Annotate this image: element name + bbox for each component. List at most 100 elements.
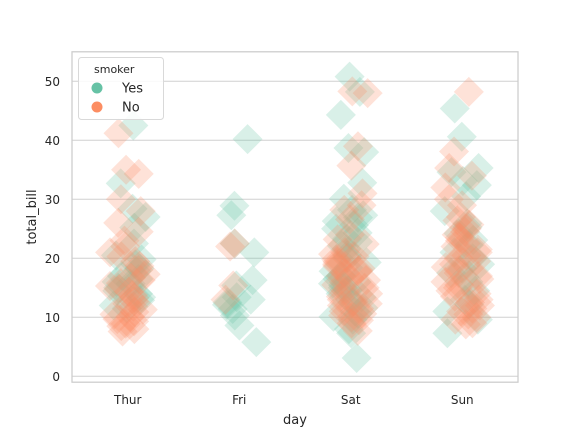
y-tick-label: 30 bbox=[45, 193, 60, 207]
point-no bbox=[349, 272, 380, 303]
point-yes bbox=[318, 256, 349, 287]
point-no bbox=[342, 315, 373, 346]
point-yes bbox=[118, 228, 149, 259]
point-yes bbox=[336, 318, 367, 349]
point-yes bbox=[219, 190, 250, 221]
point-no bbox=[109, 225, 140, 256]
point-yes bbox=[106, 261, 137, 291]
point-no bbox=[352, 78, 383, 109]
point-yes bbox=[333, 314, 364, 345]
point-no bbox=[110, 231, 141, 262]
point-no bbox=[444, 225, 475, 256]
point-no bbox=[462, 234, 493, 265]
point-yes bbox=[216, 200, 247, 231]
point-yes bbox=[452, 208, 483, 239]
point-yes bbox=[348, 292, 379, 323]
point-yes bbox=[341, 343, 372, 374]
point-yes bbox=[318, 301, 349, 332]
point-no bbox=[353, 278, 384, 309]
point-no bbox=[440, 231, 471, 262]
point-no bbox=[349, 229, 380, 260]
legend-marker-no bbox=[91, 101, 103, 113]
point-no bbox=[443, 243, 474, 274]
point-yes bbox=[337, 287, 368, 318]
point-no bbox=[456, 160, 487, 191]
point-no bbox=[464, 263, 495, 294]
point-yes bbox=[447, 166, 478, 197]
point-no bbox=[322, 249, 353, 280]
point-no bbox=[351, 265, 382, 296]
point-no bbox=[103, 207, 134, 238]
point-yes bbox=[325, 278, 356, 309]
point-yes bbox=[346, 282, 377, 313]
point-yes bbox=[224, 310, 255, 341]
point-no bbox=[210, 284, 241, 315]
point-no bbox=[450, 309, 481, 340]
point-no bbox=[119, 314, 150, 345]
x-tick-label: Thur bbox=[113, 393, 142, 407]
point-yes bbox=[325, 99, 356, 130]
point-yes bbox=[327, 272, 358, 303]
point-yes bbox=[123, 263, 154, 294]
point-yes bbox=[432, 296, 463, 327]
point-no bbox=[94, 271, 125, 302]
point-no bbox=[444, 222, 475, 253]
point-no bbox=[106, 241, 137, 272]
point-no bbox=[453, 76, 484, 107]
point-no bbox=[347, 178, 378, 209]
point-yes bbox=[333, 252, 364, 283]
point-yes bbox=[212, 287, 243, 318]
point-yes bbox=[219, 228, 250, 259]
point-no bbox=[450, 228, 481, 259]
point-yes bbox=[331, 233, 362, 264]
x-tick-labels: Thur Fri Sat Sun bbox=[113, 393, 474, 407]
point-no bbox=[464, 290, 495, 321]
point-yes bbox=[123, 278, 154, 309]
point-yes bbox=[221, 282, 252, 313]
point-yes bbox=[333, 132, 364, 163]
point-no bbox=[113, 276, 144, 307]
y-tick-label: 10 bbox=[45, 311, 60, 325]
point-no bbox=[347, 298, 378, 329]
point-no bbox=[125, 196, 156, 227]
point-yes bbox=[211, 289, 242, 320]
point-no bbox=[439, 281, 470, 312]
point-no bbox=[438, 249, 469, 280]
point-yes bbox=[126, 244, 157, 275]
point-yes bbox=[335, 284, 366, 315]
point-no bbox=[352, 288, 383, 319]
point-no bbox=[454, 209, 485, 240]
point-yes bbox=[349, 137, 380, 168]
plot-frame bbox=[71, 51, 519, 383]
point-yes bbox=[328, 270, 359, 301]
point-no bbox=[336, 308, 367, 339]
point-no bbox=[321, 269, 352, 300]
point-no bbox=[334, 263, 365, 294]
point-no bbox=[105, 268, 136, 299]
point-no bbox=[339, 241, 370, 272]
point-no bbox=[461, 246, 492, 277]
legend-marker-yes bbox=[91, 82, 103, 94]
point-no bbox=[124, 250, 155, 281]
point-no bbox=[329, 267, 360, 298]
point-no bbox=[326, 284, 357, 315]
point-no bbox=[433, 184, 464, 215]
point-no bbox=[102, 304, 133, 335]
point-no bbox=[343, 305, 374, 336]
point-yes bbox=[124, 253, 155, 284]
point-no bbox=[112, 288, 143, 319]
point-no bbox=[450, 216, 481, 247]
point-yes bbox=[221, 270, 252, 301]
point-yes bbox=[465, 249, 496, 280]
point-no bbox=[120, 246, 151, 277]
legend-label-yes: Yes bbox=[121, 82, 143, 97]
x-axis-label: day bbox=[283, 413, 307, 428]
point-no bbox=[346, 190, 377, 221]
y-tick-label: 50 bbox=[45, 75, 60, 89]
point-yes bbox=[429, 196, 460, 227]
point-yes bbox=[332, 275, 363, 306]
point-yes bbox=[326, 230, 357, 261]
point-no bbox=[455, 287, 486, 318]
point-no bbox=[329, 194, 360, 225]
